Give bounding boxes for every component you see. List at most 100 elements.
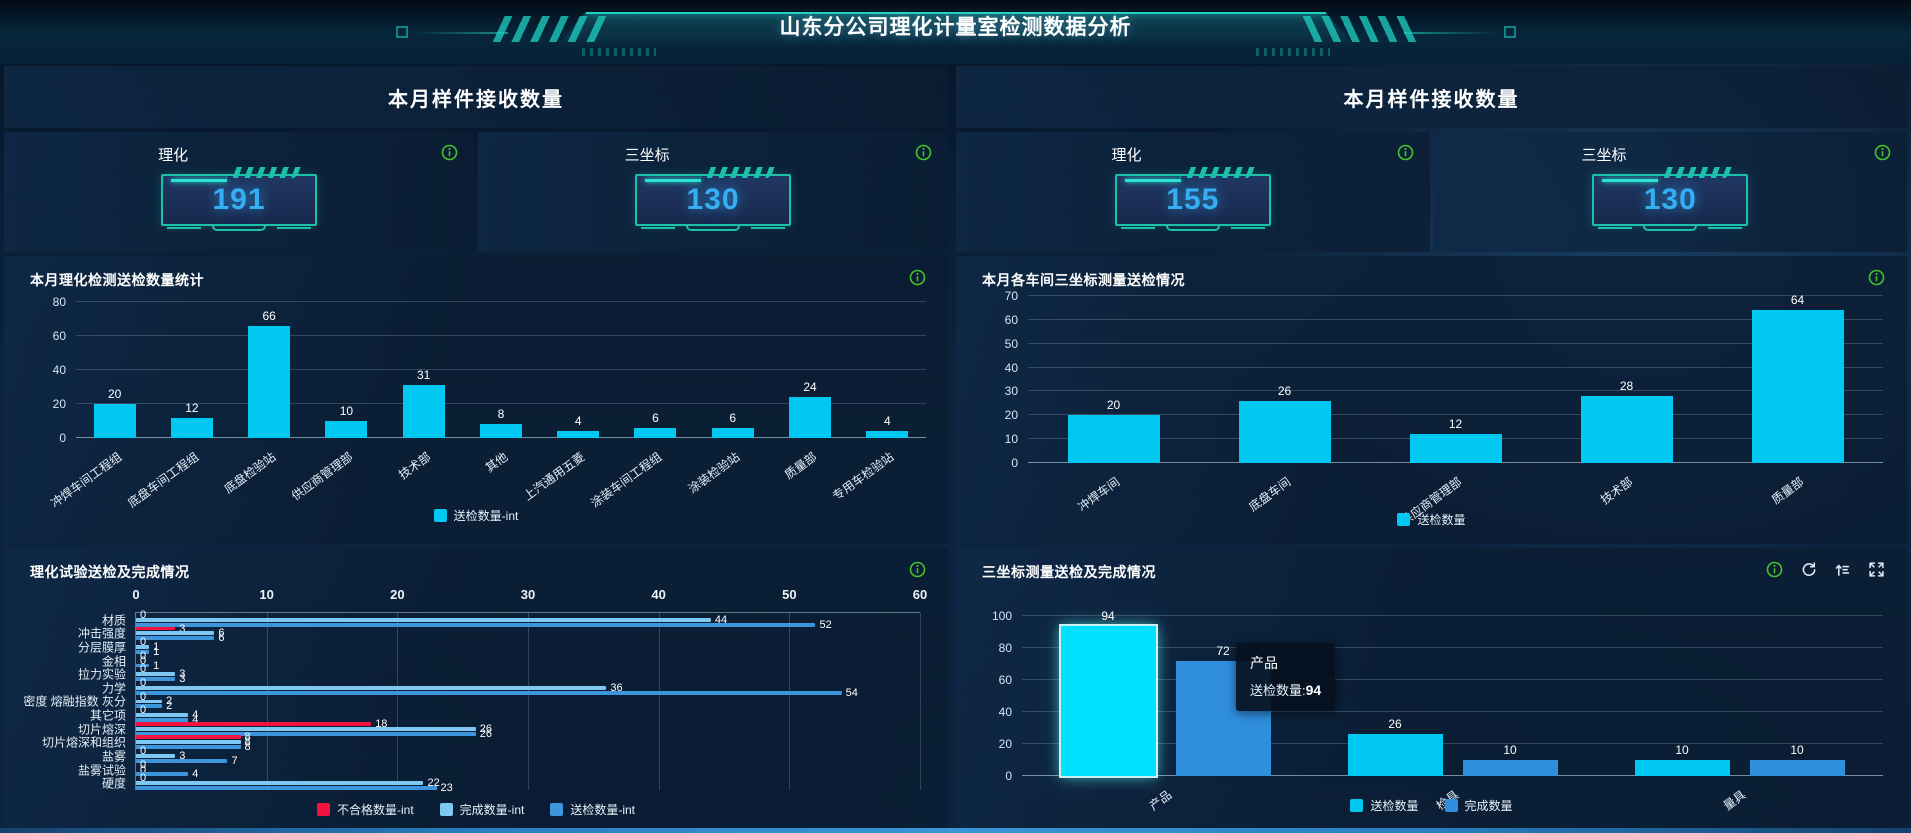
bar[interactable]	[136, 699, 163, 704]
tooltip-category: 产品	[1250, 655, 1278, 671]
chart-legend: 送检数量 完成数量	[956, 797, 1907, 814]
bar[interactable]	[136, 626, 176, 631]
legend-item[interactable]: 送检数量-int	[433, 507, 518, 524]
bar[interactable]: 12	[170, 401, 213, 438]
bar[interactable]	[136, 758, 228, 763]
bar[interactable]	[136, 631, 215, 636]
legend-item[interactable]: 送检数量	[1350, 797, 1419, 814]
bar[interactable]	[136, 753, 176, 758]
legend-item[interactable]: 完成数量	[1444, 797, 1513, 814]
info-icon[interactable]	[909, 561, 926, 578]
legend-item[interactable]: 不合格数量-int	[316, 801, 414, 818]
bar[interactable]	[136, 735, 241, 740]
bar[interactable]: 20	[1067, 398, 1160, 463]
bar-value-label: 6	[218, 632, 225, 645]
category-slot: 6 涂装车间工程组	[589, 302, 694, 510]
sort-icon[interactable]	[1834, 561, 1851, 578]
bar[interactable]	[136, 617, 711, 622]
bar[interactable]: 24	[789, 380, 832, 438]
bar-value-label: 6	[729, 410, 737, 425]
bar[interactable]	[136, 726, 476, 731]
bar[interactable]	[136, 745, 241, 750]
bar[interactable]: 10	[1462, 743, 1558, 776]
bar[interactable]	[136, 731, 476, 736]
fullscreen-icon[interactable]	[1868, 561, 1885, 578]
bar[interactable]: 4	[557, 414, 600, 438]
numbox-accent-line	[171, 179, 227, 182]
bar-group: 10 10	[1634, 616, 1845, 776]
category-row: 力学 0 36 54	[102, 677, 920, 699]
chart-title: 本月各车间三坐标测量送检情况	[982, 272, 1185, 288]
bar-value-label: 1	[153, 645, 160, 658]
bar[interactable]: 28	[1580, 379, 1673, 463]
category-row: 切片熔深和组织 8 8 8	[42, 731, 920, 753]
bar[interactable]: 20	[93, 387, 136, 438]
info-icon[interactable]	[915, 144, 932, 161]
bar[interactable]	[136, 721, 372, 726]
refresh-icon[interactable]	[1800, 561, 1817, 578]
bar[interactable]	[136, 718, 189, 722]
bar[interactable]: 12	[1409, 417, 1502, 463]
bar[interactable]: 6	[634, 411, 677, 438]
legend-item[interactable]: 完成数量-int	[439, 801, 524, 818]
category-slot: 12 底盘车间工程组	[125, 302, 230, 510]
bar[interactable]	[136, 622, 816, 627]
bar[interactable]: 64	[1751, 293, 1844, 463]
header-left-endcap-decoration	[395, 26, 408, 38]
info-icon[interactable]	[1874, 144, 1891, 161]
info-icon[interactable]	[909, 269, 926, 286]
bar[interactable]	[136, 704, 163, 709]
bar-value-label: 4	[192, 768, 199, 781]
bar-track: 2	[136, 700, 920, 712]
numbox-hatch-decoration	[225, 167, 305, 178]
bar[interactable]	[136, 740, 241, 745]
bar-group: 64	[1751, 293, 1844, 463]
bar[interactable]: 31	[402, 368, 445, 438]
bar[interactable]: 10	[325, 404, 368, 438]
bar[interactable]	[136, 645, 150, 649]
bar[interactable]	[136, 663, 150, 668]
header-left-line-decoration	[411, 32, 508, 34]
x-tick-label: 40	[651, 587, 666, 602]
bar[interactable]: 26	[1347, 717, 1443, 776]
info-icon[interactable]	[441, 144, 458, 161]
bar[interactable]	[136, 685, 607, 690]
bar[interactable]	[136, 636, 215, 641]
bar[interactable]	[136, 672, 176, 677]
bar[interactable]: 66	[248, 309, 291, 438]
info-icon[interactable]	[1766, 561, 1783, 578]
legend-swatch	[1397, 513, 1411, 526]
bar[interactable]: 8	[479, 407, 522, 438]
info-icon[interactable]	[1868, 269, 1885, 286]
category-label: 供应商管理部	[289, 449, 356, 504]
bar[interactable]: 26	[1238, 384, 1331, 463]
bar[interactable]	[136, 772, 189, 777]
bar[interactable]: 4	[866, 414, 909, 438]
bar-group: 20	[93, 302, 136, 438]
bar[interactable]	[136, 677, 176, 682]
bar[interactable]: 6	[711, 411, 754, 438]
bar[interactable]: 94	[1060, 609, 1156, 776]
bar-value-label: 0	[140, 663, 147, 676]
legend-swatch	[316, 803, 330, 816]
header-right-line-decoration	[1403, 32, 1500, 34]
y-tick-label: 40	[1004, 360, 1018, 375]
category-label: 底盘车间	[1246, 474, 1294, 515]
legend-item[interactable]: 送检数量	[1397, 511, 1466, 528]
bar[interactable]	[136, 690, 842, 695]
bar[interactable]	[136, 781, 424, 786]
category-label: 底盘检验站	[221, 449, 279, 497]
info-icon[interactable]	[1397, 144, 1414, 161]
legend-item[interactable]: 送检数量-int	[550, 801, 635, 818]
bar-value-label: 7	[231, 754, 238, 767]
gridline	[1028, 414, 1883, 416]
bar[interactable]	[136, 786, 437, 790]
bar[interactable]	[136, 649, 150, 654]
bar-group: 0 44 52	[136, 609, 920, 631]
category-slot: 20 冲焊车间工程组	[48, 302, 153, 510]
bar-value-label: 10	[1503, 743, 1517, 757]
bar[interactable]: 10	[1634, 743, 1730, 776]
bar[interactable]: 10	[1749, 743, 1845, 776]
bar[interactable]	[136, 713, 189, 718]
